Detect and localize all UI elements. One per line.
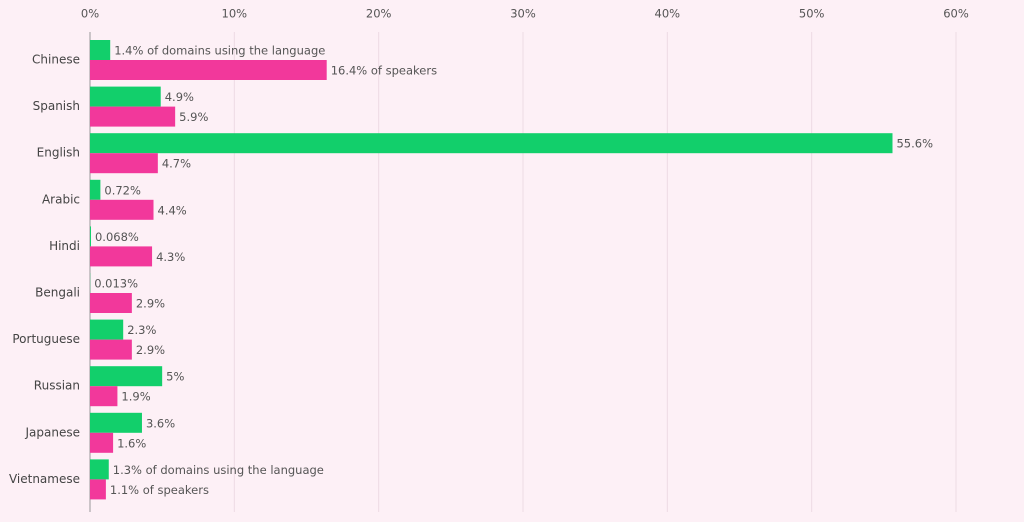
- value-label: 2.9%: [136, 343, 165, 357]
- y-tick-label: Bengali: [35, 286, 80, 300]
- bar: [90, 60, 327, 80]
- value-label: 5.9%: [179, 110, 208, 124]
- bar: [90, 366, 163, 387]
- y-tick-label: English: [37, 146, 80, 160]
- bar: [90, 179, 101, 200]
- value-label: 0.72%: [104, 183, 141, 197]
- bar: [90, 479, 106, 500]
- y-tick-label: Vietnamese: [9, 472, 80, 486]
- value-label: 55.6%: [896, 137, 933, 151]
- bar: [90, 199, 154, 220]
- bar: [90, 319, 124, 340]
- y-tick-label: Chinese: [32, 53, 80, 67]
- value-label: 1.1% of speakers: [110, 483, 209, 497]
- bar: [90, 246, 153, 267]
- y-tick-label: Hindi: [49, 239, 80, 253]
- value-label: 4.3%: [156, 250, 185, 264]
- x-tick-label: 10%: [222, 7, 248, 21]
- y-tick-label: Portuguese: [12, 332, 80, 346]
- bar: [90, 153, 158, 174]
- bar: [90, 86, 161, 107]
- bar: [90, 412, 142, 433]
- bar: [90, 40, 111, 60]
- value-label: 1.3% of domains using the language: [113, 463, 324, 477]
- bar: [90, 106, 176, 127]
- x-tick-label: 20%: [366, 7, 392, 21]
- bar: [90, 133, 893, 154]
- value-label: 0.068%: [95, 230, 139, 244]
- x-tick-label: 60%: [943, 7, 969, 21]
- x-tick-label: 40%: [655, 7, 681, 21]
- value-label: 1.4% of domains using the language: [114, 44, 325, 58]
- value-label: 2.9%: [136, 297, 165, 311]
- x-tick-label: 30%: [510, 7, 536, 21]
- value-label: 1.6%: [117, 436, 146, 450]
- y-tick-label: Japanese: [25, 425, 81, 439]
- bar: [90, 432, 114, 453]
- value-label: 4.7%: [162, 157, 191, 171]
- value-label: 1.9%: [121, 390, 150, 404]
- y-tick-label: Arabic: [42, 192, 80, 206]
- value-label: 4.9%: [165, 90, 194, 104]
- value-label: 16.4% of speakers: [331, 64, 437, 78]
- bar: [90, 293, 132, 313]
- value-label: 0.013%: [94, 277, 138, 291]
- value-label: 3.6%: [146, 416, 175, 430]
- bar: [90, 459, 109, 480]
- bar: [90, 226, 91, 247]
- bar: [90, 339, 132, 360]
- y-tick-label: Russian: [34, 379, 80, 393]
- x-tick-label: 50%: [799, 7, 825, 21]
- x-tick-label: 0%: [81, 7, 99, 21]
- value-label: 4.4%: [158, 203, 187, 217]
- y-tick-label: Spanish: [33, 99, 80, 113]
- bar: [90, 386, 118, 407]
- value-label: 5%: [166, 370, 184, 384]
- value-label: 2.3%: [127, 323, 156, 337]
